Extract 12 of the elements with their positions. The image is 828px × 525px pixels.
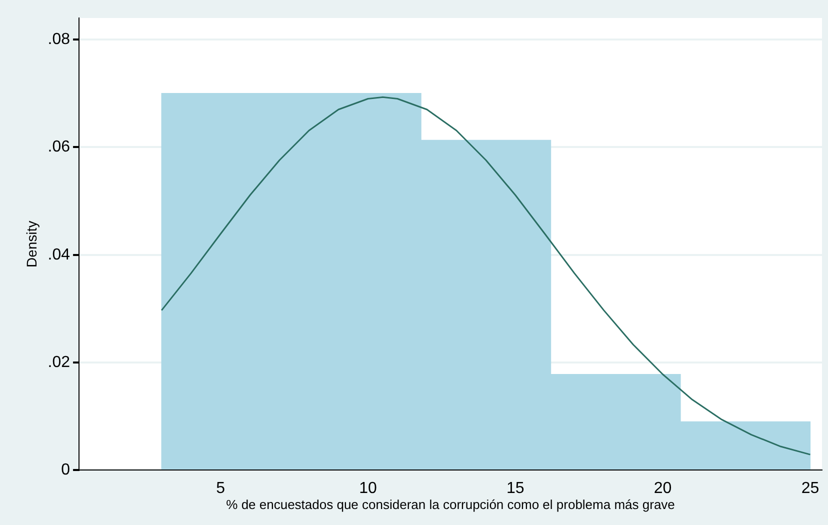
x-tick-label: 25 xyxy=(801,480,820,498)
y-tick-label: .06 xyxy=(48,138,70,156)
x-tick-label: 10 xyxy=(359,480,377,498)
y-tick-label: .02 xyxy=(48,354,70,371)
y-tick-label: 0 xyxy=(61,462,70,479)
y-axis-title: Density xyxy=(23,220,40,268)
y-tick-label: .04 xyxy=(48,246,70,264)
y-tick-label: .08 xyxy=(48,30,70,48)
x-tick-label: 5 xyxy=(216,480,226,498)
x-tick-label: 20 xyxy=(654,480,672,498)
x-tick-label: 15 xyxy=(506,480,524,498)
x-axis-title: % de encuestados que consideran la corrupción como el problema más grave xyxy=(226,496,675,512)
